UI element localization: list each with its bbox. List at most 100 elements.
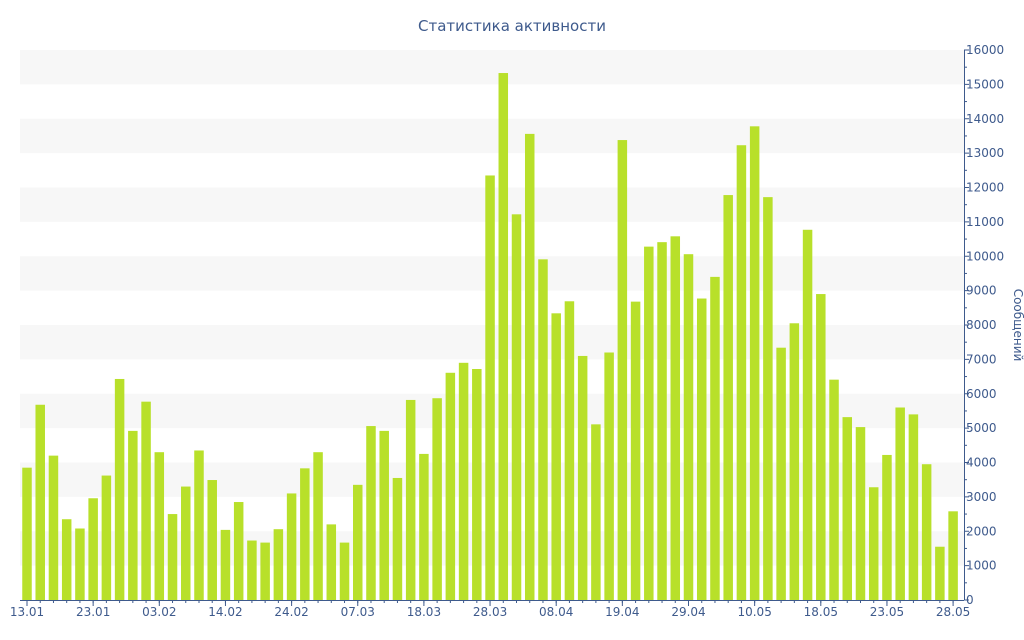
bar: [353, 484, 363, 600]
bar: [749, 126, 760, 600]
bar: [591, 424, 601, 600]
bar: [948, 511, 958, 600]
bar: [194, 450, 204, 600]
bar: [233, 502, 244, 600]
bar: [511, 214, 522, 600]
bar: [524, 133, 535, 601]
bar: [829, 379, 839, 600]
y-tick-label: 0: [966, 593, 974, 607]
y-tick-label: 6000: [966, 387, 997, 401]
bar: [696, 298, 707, 600]
bar: [763, 197, 773, 601]
bar: [630, 301, 641, 601]
chart-title: Статистика активности: [418, 17, 606, 35]
y-tick-label: 1000: [966, 559, 997, 573]
x-tick-label: 18.05: [804, 605, 838, 619]
bar: [472, 369, 482, 600]
x-tick-label: 18.03: [407, 605, 441, 619]
bar: [220, 529, 231, 601]
bar: [273, 529, 284, 600]
bar: [657, 242, 667, 600]
x-tick-label: 13.01: [10, 605, 44, 619]
bar: [736, 145, 747, 600]
y-tick-label: 5000: [966, 421, 997, 435]
grid-band: [20, 118, 964, 154]
bar: [75, 528, 85, 600]
bar: [816, 294, 826, 600]
y-tick-label: 12000: [966, 181, 1004, 195]
bar: [141, 401, 151, 600]
x-tick-label: 10.05: [737, 605, 771, 619]
y-axis: 0 1000 2000 3000 4000 5000 6000 7000 8000 9000 100…: [964, 43, 1004, 607]
x-tick-label: 07.03: [341, 605, 375, 619]
x-tick-label: 19.04: [605, 605, 639, 619]
bar: [882, 454, 892, 600]
bar: [154, 452, 165, 600]
bar: [445, 372, 456, 600]
bar: [485, 175, 495, 600]
bar: [458, 362, 469, 600]
x-tick-label: 23.01: [76, 605, 110, 619]
bar: [207, 480, 217, 600]
bar: [313, 452, 323, 600]
y-axis-label: Сообщений: [1011, 289, 1024, 362]
y-tick-label: 8000: [966, 318, 997, 332]
x-tick-label: 29.04: [671, 605, 705, 619]
y-tick-label: 9000: [966, 284, 997, 298]
x-tick-label: 24.02: [274, 605, 308, 619]
x-tick-label: 14.02: [208, 605, 242, 619]
y-tick-label: 15000: [966, 77, 1004, 91]
bar: [167, 514, 178, 600]
y-tick-label: 10000: [966, 249, 1004, 263]
bar: [181, 486, 191, 600]
bar: [710, 276, 720, 601]
bar: [868, 487, 879, 600]
bar: [366, 426, 376, 600]
bar: [921, 464, 932, 600]
bar: [683, 254, 694, 600]
bar: [538, 259, 548, 600]
x-tick-label: 03.02: [142, 605, 176, 619]
bars-series: [22, 73, 958, 601]
grid-band: [20, 50, 964, 85]
y-tick-label: 2000: [966, 524, 997, 538]
x-tick-label: 28.05: [936, 605, 970, 619]
bar: [22, 467, 32, 600]
bar: [260, 542, 270, 600]
bar: [935, 546, 945, 600]
bar: [48, 455, 59, 601]
bar: [339, 542, 350, 600]
bar: [419, 453, 429, 600]
x-axis: 13.01 23.01 03.02 14.02 24.02 07.03 18.03 28.03…: [10, 600, 970, 619]
bar: [128, 430, 138, 601]
x-tick-label: 28.03: [473, 605, 507, 619]
y-tick-label: 14000: [966, 112, 1004, 126]
bar: [300, 468, 310, 600]
bar: [644, 246, 654, 601]
bar: [617, 140, 628, 600]
y-tick-label: 7000: [966, 352, 997, 366]
bar: [326, 524, 337, 601]
bar: [604, 352, 614, 600]
bar: [670, 236, 681, 600]
bar: [551, 313, 561, 600]
bar: [789, 323, 800, 600]
bar: [35, 404, 45, 600]
bar: [855, 427, 866, 600]
bar: [286, 493, 297, 600]
y-tick-label: 13000: [966, 146, 1004, 160]
bar: [723, 195, 733, 600]
y-tick-label: 11000: [966, 215, 1004, 229]
x-tick-label: 23.05: [870, 605, 904, 619]
bar: [908, 414, 919, 601]
y-tick-label: 16000: [966, 43, 1004, 57]
bar: [564, 301, 575, 600]
bar: [776, 347, 786, 600]
bar: [61, 519, 72, 600]
y-tick-label: 3000: [966, 490, 997, 504]
bar: [842, 417, 853, 601]
bar: [88, 498, 98, 600]
x-tick-label: 08.04: [539, 605, 573, 619]
bar: [392, 477, 403, 600]
